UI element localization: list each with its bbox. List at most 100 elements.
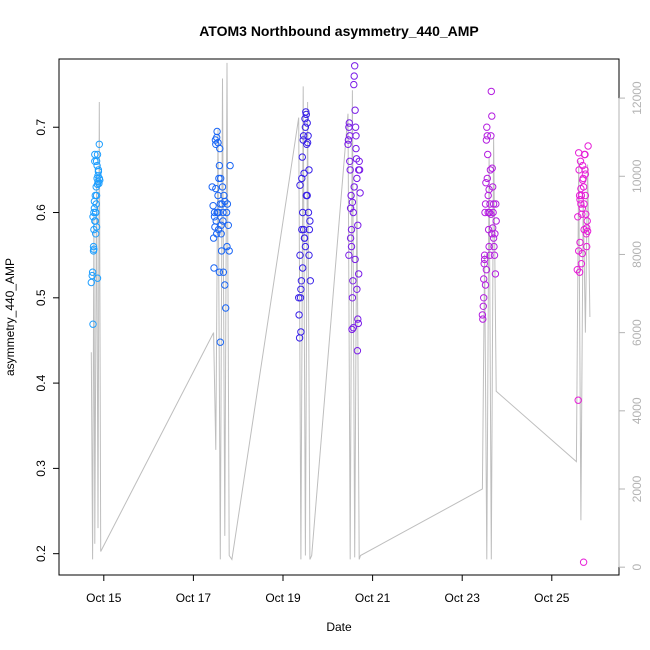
data-point [300, 234, 309, 242]
data-point [487, 87, 495, 96]
y2-tick-label: 10000 [630, 159, 644, 193]
data-point [87, 278, 96, 287]
data-point [346, 157, 354, 166]
y-tick-label: 0.4 [34, 374, 48, 391]
data-point [219, 217, 227, 225]
data-point [489, 200, 498, 208]
data-point [485, 242, 493, 251]
x-axis: Oct 15 Oct 17 Oct 19 Oct 21 Oct 23 Oct 25 [86, 574, 570, 605]
data-point [573, 266, 581, 274]
data-point [217, 221, 225, 230]
data-point [574, 213, 582, 221]
data-point [486, 166, 495, 174]
data-point [350, 183, 358, 191]
data-point [351, 62, 359, 70]
x-tick-label: Oct 23 [445, 591, 481, 605]
data-point [581, 166, 589, 174]
data-point [577, 191, 586, 200]
data-point [217, 230, 225, 238]
data-point [306, 217, 314, 225]
data-point [223, 200, 232, 208]
data-point [490, 251, 499, 259]
data-point [583, 217, 591, 225]
data-point [89, 242, 98, 251]
x-axis-label: Date [326, 620, 352, 634]
data-point [299, 208, 307, 217]
data-point [297, 285, 305, 293]
data-point [90, 204, 99, 213]
y2-tick-label: 6000 [630, 319, 644, 346]
data-point [209, 202, 217, 210]
data-point [209, 234, 218, 242]
data-point [347, 242, 356, 251]
data-point [93, 150, 102, 159]
data-point [349, 324, 357, 332]
data-point [216, 338, 225, 346]
x-tick-label: Oct 17 [176, 591, 212, 605]
data-point [298, 174, 306, 183]
data-point [575, 247, 583, 255]
data-point [218, 183, 227, 191]
data-point [579, 558, 588, 566]
data-point [96, 176, 104, 184]
data-point [210, 208, 219, 217]
secondary-series-line [90, 62, 591, 561]
data-point [576, 157, 585, 166]
data-point [345, 251, 353, 259]
data-point [489, 234, 498, 242]
data-point [346, 132, 354, 140]
y-tick-label: 0.3 [34, 460, 48, 477]
data-point [348, 198, 357, 207]
data-point [210, 264, 218, 272]
data-point [352, 144, 360, 153]
y-tick-label: 0.6 [34, 204, 48, 221]
data-point [491, 270, 500, 278]
y-axis-right: 0 2000 4000 6000 8000 10000 12000 [618, 81, 644, 571]
data-point [352, 132, 360, 140]
data-point [353, 347, 362, 355]
data-point [485, 185, 493, 194]
data-point [579, 176, 587, 184]
data-point [346, 166, 354, 174]
data-point [91, 150, 99, 159]
chart-title: ATOM3 Northbound asymmetry_440_AMP [199, 23, 479, 39]
data-point [215, 268, 224, 276]
data-point [488, 112, 496, 120]
data-point [484, 150, 492, 159]
data-point [583, 227, 592, 236]
x-tick-label: Oct 21 [355, 591, 391, 605]
data-point [575, 268, 584, 276]
data-point [479, 302, 487, 310]
data-point [576, 238, 584, 247]
data-point [481, 200, 490, 208]
data-point [577, 200, 585, 208]
data-point [213, 208, 221, 217]
data-point [92, 208, 100, 217]
y-axis-label: asymmetry_440_AMP [3, 258, 17, 376]
data-point [492, 217, 500, 225]
data-point [302, 191, 310, 200]
data-point [215, 174, 223, 183]
data-point [224, 221, 233, 230]
data-point [583, 242, 591, 251]
data-point [349, 277, 357, 285]
data-point [349, 208, 357, 217]
data-point [350, 72, 358, 80]
data-point [301, 242, 310, 251]
data-point [95, 140, 104, 149]
data-point [488, 230, 496, 238]
data-point [346, 234, 355, 242]
data-point [301, 123, 310, 131]
data-point [90, 197, 99, 206]
data-point [482, 179, 490, 187]
data-point [489, 208, 497, 217]
data-point [208, 183, 216, 191]
data-point [345, 119, 353, 127]
data-point [581, 150, 589, 159]
data-point [350, 80, 358, 89]
data-point [306, 277, 314, 285]
data-point [299, 225, 308, 234]
data-point [490, 242, 498, 251]
data-point [574, 396, 582, 404]
data-point [299, 264, 307, 272]
